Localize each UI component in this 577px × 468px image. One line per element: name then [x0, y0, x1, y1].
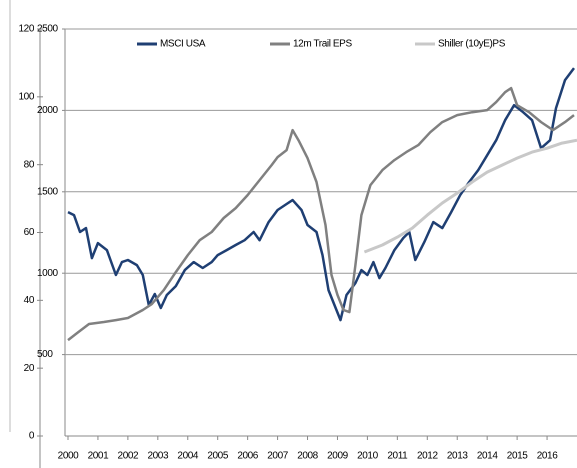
y-tick-label: 2000 [37, 105, 58, 116]
x-tick-label: 2000 [58, 451, 79, 462]
y2-tick-label: 100 [19, 91, 35, 102]
x-tick-label: 2011 [387, 451, 408, 462]
legend-label: MSCI USA [160, 39, 206, 50]
x-tick-label: 2016 [537, 451, 558, 462]
x-tick-label: 2010 [357, 451, 378, 462]
x-tick-label: 2015 [507, 451, 528, 462]
y2-tick-label: 0 [29, 431, 35, 442]
x-tick-label: 2002 [118, 451, 139, 462]
x-tick-label: 2001 [88, 451, 109, 462]
series-line [363, 138, 577, 254]
legend-label: Shiller (10yE)PS [438, 39, 506, 50]
y2-tick-label: 20 [24, 363, 35, 374]
x-tick-label: 2014 [477, 451, 498, 462]
y2-tick-label: 40 [24, 295, 35, 306]
y-tick-label: 1000 [37, 268, 58, 279]
y2-tick-label: 60 [24, 227, 35, 238]
y-tick-label: 500 [37, 349, 53, 360]
x-tick-label: 2007 [267, 451, 288, 462]
x-tick-label: 2005 [207, 451, 228, 462]
x-tick-label: 2009 [327, 451, 348, 462]
series-line [67, 67, 575, 322]
series-line [67, 86, 575, 342]
y2-tick-label: 120 [19, 24, 35, 35]
x-tick-label: 2012 [417, 451, 438, 462]
y-tick-label: 1500 [37, 186, 58, 197]
y-tick-label: 2500 [37, 24, 58, 35]
x-tick-label: 2004 [177, 451, 198, 462]
legend-label: 12m Trail EPS [293, 39, 352, 50]
x-tick-label: 2006 [237, 451, 258, 462]
x-tick-label: 2008 [297, 451, 318, 462]
x-tick-label: 2013 [447, 451, 468, 462]
x-tick-label: 2003 [147, 451, 168, 462]
y2-tick-label: 80 [24, 159, 35, 170]
